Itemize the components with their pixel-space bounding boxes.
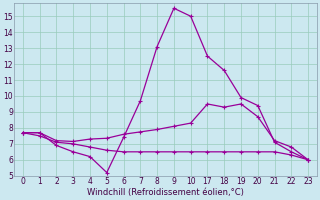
X-axis label: Windchill (Refroidissement éolien,°C): Windchill (Refroidissement éolien,°C) [87,188,244,197]
